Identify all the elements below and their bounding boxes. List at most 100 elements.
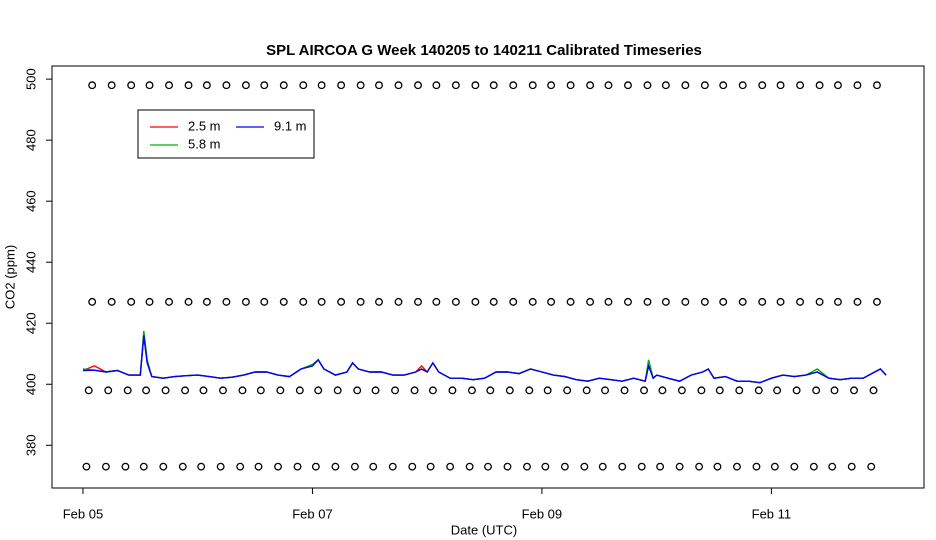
calibration-point bbox=[256, 386, 265, 395]
calibration-point bbox=[560, 462, 569, 471]
calibration-point bbox=[815, 297, 824, 306]
legend-label: 5.8 m bbox=[188, 136, 221, 151]
plot-frame bbox=[51, 65, 925, 489]
calibration-point bbox=[758, 81, 767, 90]
calibration-point bbox=[566, 297, 575, 306]
calibration-point bbox=[446, 462, 455, 471]
calibration-point bbox=[299, 81, 308, 90]
legend-box bbox=[137, 109, 315, 159]
calibration-point bbox=[145, 81, 154, 90]
calibration-point bbox=[700, 81, 709, 90]
calibration-point bbox=[735, 386, 744, 395]
calibration-point bbox=[295, 386, 304, 395]
calibration-point bbox=[715, 386, 724, 395]
calibration-point bbox=[88, 81, 97, 90]
calibration-point bbox=[528, 297, 537, 306]
calibration-point bbox=[489, 81, 498, 90]
calibration-point bbox=[293, 462, 302, 471]
calibration-point bbox=[681, 297, 690, 306]
calibration-point bbox=[719, 297, 728, 306]
calibration-point bbox=[353, 386, 362, 395]
calibration-point bbox=[656, 462, 665, 471]
calibration-point bbox=[432, 81, 441, 90]
x-tick-label: Feb 09 bbox=[522, 506, 562, 521]
calibration-point bbox=[770, 462, 779, 471]
calibration-point bbox=[241, 81, 250, 90]
y-tick-label: 460 bbox=[23, 190, 38, 212]
calibration-point bbox=[145, 297, 154, 306]
calibration-point bbox=[356, 297, 365, 306]
calibration-point bbox=[867, 462, 876, 471]
calibration-point bbox=[853, 297, 862, 306]
calibration-point bbox=[142, 386, 151, 395]
calibration-point bbox=[618, 462, 627, 471]
calibration-point bbox=[675, 462, 684, 471]
calibration-point bbox=[299, 297, 308, 306]
calibration-point bbox=[738, 297, 747, 306]
x-tick-label: Feb 05 bbox=[63, 506, 103, 521]
calibration-point bbox=[371, 386, 380, 395]
calibration-point bbox=[738, 81, 747, 90]
calibration-point bbox=[254, 462, 263, 471]
calibration-point bbox=[123, 386, 132, 395]
y-axis-label: CO2 (ppm) bbox=[2, 245, 17, 309]
calibration-point bbox=[414, 297, 422, 306]
calibration-point bbox=[850, 386, 858, 395]
calibration-point bbox=[833, 297, 842, 306]
calibration-point bbox=[202, 297, 211, 306]
calibration-point bbox=[733, 462, 741, 471]
calibration-point bbox=[356, 81, 365, 90]
calibration-point bbox=[279, 297, 288, 306]
calibration-point bbox=[159, 462, 168, 471]
calibration-point bbox=[643, 297, 652, 306]
x-tick-label: Feb 11 bbox=[752, 506, 792, 521]
calibration-point bbox=[369, 462, 378, 471]
calibration-point bbox=[719, 81, 728, 90]
calibration-point bbox=[451, 297, 460, 306]
calibration-point bbox=[467, 386, 476, 395]
calibration-point bbox=[107, 81, 116, 90]
calibration-point bbox=[394, 81, 403, 90]
calibration-point bbox=[509, 297, 518, 306]
calibration-point bbox=[104, 386, 113, 395]
calibration-point bbox=[408, 462, 417, 471]
calibration-point bbox=[181, 386, 190, 395]
calibration-point bbox=[375, 81, 383, 90]
calibration-point bbox=[547, 297, 556, 306]
calibration-point bbox=[873, 81, 881, 90]
calibration-point bbox=[260, 297, 269, 306]
calibration-point bbox=[178, 462, 187, 471]
calibration-point bbox=[274, 462, 282, 471]
calibration-point bbox=[394, 297, 403, 306]
calibration-point bbox=[503, 462, 512, 471]
calibration-point bbox=[604, 297, 613, 306]
calibration-point bbox=[509, 81, 518, 90]
calibration-point bbox=[586, 297, 595, 306]
calibration-point bbox=[563, 386, 572, 395]
calibration-point bbox=[547, 81, 556, 90]
calibration-point bbox=[107, 297, 116, 306]
calibration-point bbox=[388, 462, 397, 471]
calibration-point bbox=[873, 297, 881, 306]
legend-label: 9.1 m bbox=[274, 118, 307, 133]
calibration-point bbox=[426, 462, 435, 471]
calibration-point bbox=[847, 462, 856, 471]
calibration-point bbox=[790, 462, 799, 471]
calibration-point bbox=[643, 81, 652, 90]
calibration-point bbox=[311, 462, 320, 471]
calibration-point bbox=[101, 462, 110, 471]
calibration-point bbox=[640, 386, 648, 395]
calibration-point bbox=[471, 297, 480, 306]
calibration-point bbox=[471, 81, 480, 90]
calibration-point bbox=[260, 81, 269, 90]
calibration-point bbox=[815, 81, 824, 90]
calibration-point bbox=[84, 386, 93, 395]
calibration-point bbox=[713, 462, 722, 471]
calibration-point bbox=[375, 297, 383, 306]
calibration-point bbox=[451, 81, 460, 90]
calibration-point bbox=[853, 81, 862, 90]
calibration-point bbox=[489, 297, 498, 306]
calibration-point bbox=[161, 386, 170, 395]
calibration-point bbox=[697, 386, 706, 395]
calibration-point bbox=[809, 462, 818, 471]
